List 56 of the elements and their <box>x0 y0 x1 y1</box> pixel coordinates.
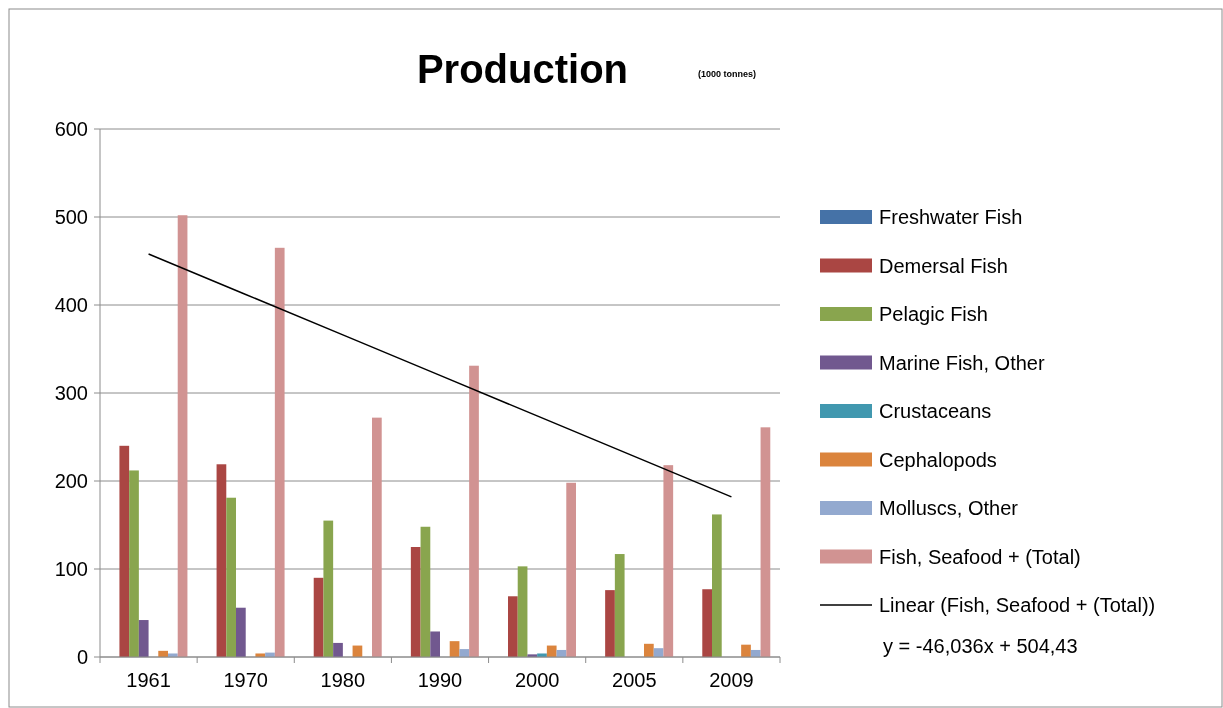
legend-label: Fish, Seafood + (Total) <box>879 545 1081 568</box>
bar <box>644 643 654 657</box>
bar <box>129 470 139 657</box>
y-tick-label: 0 <box>76 646 88 668</box>
bar <box>663 465 674 657</box>
x-tick-label: 1961 <box>126 669 171 691</box>
bar <box>333 642 343 657</box>
x-tick-label: 1970 <box>223 669 268 691</box>
text: y = -46,036x + 504,43 <box>883 634 1078 657</box>
y-tick-label: 600 <box>54 118 88 140</box>
bar <box>430 631 440 657</box>
bar <box>177 215 188 657</box>
legend-label: Pelagic Fish <box>879 303 988 325</box>
x-tick-label: 1990 <box>417 669 463 691</box>
x-tick-label: 2009 <box>709 669 754 691</box>
bar <box>323 520 334 657</box>
legend-label: Linear (Fish, Seafood + (Total)) <box>879 594 1156 616</box>
bar <box>274 247 285 657</box>
line-series <box>147 253 733 498</box>
bar <box>741 644 751 657</box>
bar <box>119 445 130 657</box>
y-tick-label: 400 <box>54 294 88 316</box>
x-tick-label: 2000 <box>514 669 560 691</box>
bar <box>236 607 246 657</box>
bar <box>614 554 625 657</box>
y-tick-label: 200 <box>54 470 88 492</box>
bar <box>410 547 421 657</box>
bar <box>226 497 236 657</box>
bar <box>420 526 431 657</box>
bar <box>216 464 227 657</box>
bar <box>372 417 382 657</box>
bar <box>566 482 576 657</box>
y-tick-label: 500 <box>54 206 88 228</box>
x-tick-label: 1980 <box>320 669 366 691</box>
legend-label: Demersal Fish <box>879 254 1008 277</box>
bar <box>605 590 615 657</box>
chart-title: Production <box>416 47 628 91</box>
bar <box>702 589 712 657</box>
legend-label: Cephalopods <box>879 448 997 471</box>
bar <box>138 620 149 657</box>
bar <box>459 649 470 657</box>
legend-label: Crustaceans <box>879 400 992 422</box>
bar <box>712 514 722 657</box>
legend-label: Freshwater Fish <box>879 206 1023 228</box>
legend-label: Marine Fish, Other <box>879 351 1045 374</box>
bar <box>469 365 479 657</box>
y-tick-label: 300 <box>54 382 88 404</box>
x-tick-label: 2005 <box>612 669 657 691</box>
bar <box>313 577 324 657</box>
bar <box>546 645 557 657</box>
bar <box>760 427 771 657</box>
bar <box>517 566 528 657</box>
legend-label: Molluscs, Other <box>879 497 1019 519</box>
bar <box>508 596 518 657</box>
y-tick-label: 100 <box>54 558 88 580</box>
chart-subtitle: (1000 tonnes) <box>698 69 757 79</box>
